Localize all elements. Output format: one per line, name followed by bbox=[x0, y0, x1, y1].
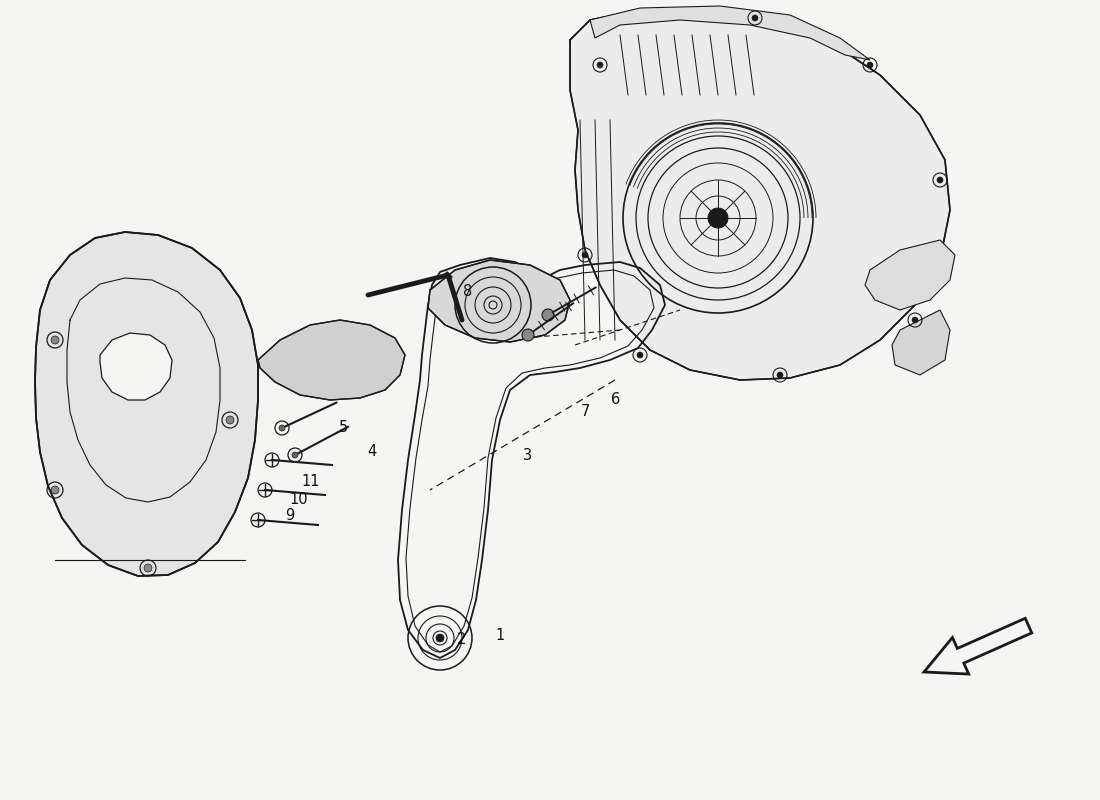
Circle shape bbox=[542, 309, 554, 321]
Circle shape bbox=[292, 452, 298, 458]
Circle shape bbox=[522, 329, 534, 341]
Polygon shape bbox=[35, 232, 258, 576]
Circle shape bbox=[637, 352, 644, 358]
Text: 2: 2 bbox=[458, 633, 466, 647]
Circle shape bbox=[867, 62, 873, 68]
Polygon shape bbox=[570, 10, 950, 380]
Circle shape bbox=[777, 372, 783, 378]
Circle shape bbox=[144, 564, 152, 572]
Polygon shape bbox=[428, 260, 570, 342]
Circle shape bbox=[51, 336, 59, 344]
Circle shape bbox=[51, 486, 59, 494]
Text: 6: 6 bbox=[612, 393, 620, 407]
Circle shape bbox=[582, 252, 588, 258]
Text: 9: 9 bbox=[285, 509, 294, 523]
Polygon shape bbox=[590, 6, 870, 60]
Text: 3: 3 bbox=[524, 449, 532, 463]
Circle shape bbox=[708, 208, 728, 228]
Text: 4: 4 bbox=[367, 445, 376, 459]
Circle shape bbox=[937, 177, 943, 183]
Text: 10: 10 bbox=[290, 493, 308, 507]
Text: 11: 11 bbox=[301, 474, 319, 489]
Circle shape bbox=[436, 634, 444, 642]
Circle shape bbox=[279, 425, 285, 431]
Polygon shape bbox=[258, 320, 405, 400]
Polygon shape bbox=[100, 333, 172, 400]
Circle shape bbox=[226, 416, 234, 424]
Text: 8: 8 bbox=[463, 285, 472, 299]
Polygon shape bbox=[924, 618, 1032, 674]
Text: 5: 5 bbox=[339, 421, 348, 435]
Circle shape bbox=[597, 62, 603, 68]
Polygon shape bbox=[865, 240, 955, 310]
Circle shape bbox=[752, 15, 758, 21]
Text: 7: 7 bbox=[581, 405, 590, 419]
Polygon shape bbox=[892, 310, 950, 375]
Circle shape bbox=[912, 317, 918, 323]
Text: 1: 1 bbox=[496, 629, 505, 643]
